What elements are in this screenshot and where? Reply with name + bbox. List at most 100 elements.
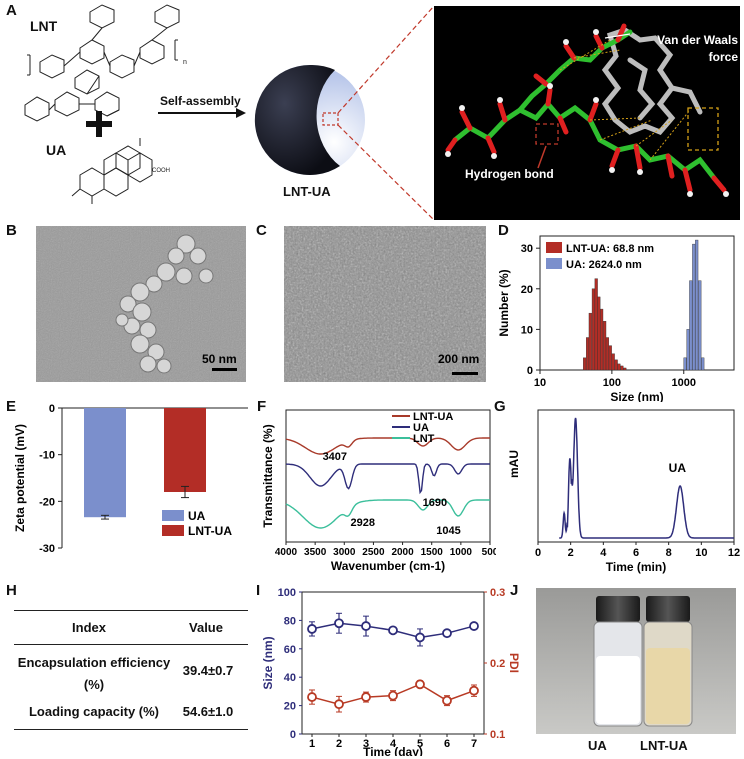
peak-annotation: UA xyxy=(669,461,687,475)
bar-lnt-ua xyxy=(617,363,621,371)
bar-lnt-ua xyxy=(608,345,612,371)
bar-lnt-ua xyxy=(164,408,206,492)
x-tick-label: 10 xyxy=(695,547,707,559)
panel-g-label: G xyxy=(494,398,506,415)
x-tick-label: 6 xyxy=(444,738,450,750)
x-tick-label: 3000 xyxy=(333,547,356,558)
panel-h-label: H xyxy=(6,582,17,599)
x-tick-label: 5 xyxy=(417,738,423,750)
hydrogen-atoms xyxy=(445,29,729,197)
y-axis-label-left: Size (nm) xyxy=(261,636,275,689)
interaction-lines xyxy=(559,39,691,161)
lnt-molecule xyxy=(445,23,727,193)
bar-ua xyxy=(689,280,693,371)
x-tick-label: 2500 xyxy=(362,547,385,558)
y-axis-label-right: PDI xyxy=(507,653,521,673)
van-der-waals-label: Van der Waals force xyxy=(657,33,738,64)
x-tick-label: 4000 xyxy=(275,547,298,558)
plot-frame xyxy=(285,409,491,543)
panel-a-label: A xyxy=(6,2,17,19)
x-tick-label: 2000 xyxy=(391,547,414,558)
bar-lnt-ua xyxy=(588,312,592,371)
legend-swatch xyxy=(546,242,562,253)
tem-image xyxy=(36,226,246,382)
hplc-chart: UA 0 2 4 6 8 10 12 Time (min) mAU xyxy=(507,409,740,574)
x-tick-label: 1000 xyxy=(450,547,473,558)
x-tick-label: 3500 xyxy=(304,547,327,558)
sem-scale-bar: 200 nm xyxy=(438,352,480,366)
tem-scale-bar: 50 nm xyxy=(202,352,237,366)
bar-ua xyxy=(695,239,699,371)
x-tick-label: 1000 xyxy=(672,377,696,389)
y-axis-label: Zeta potential (mV) xyxy=(13,424,27,532)
x-tick-label: 500 xyxy=(482,547,496,558)
table-bottom-rule xyxy=(14,729,248,730)
ftir-line xyxy=(285,437,490,455)
data-point xyxy=(469,621,479,631)
lnt-label: LNT xyxy=(30,18,58,34)
ftir-line xyxy=(285,499,490,529)
bar-lnt-ua xyxy=(614,359,618,371)
legend-label: UA xyxy=(188,509,206,523)
table-row-value: 54.6±1.0 xyxy=(182,704,234,719)
plot-frame xyxy=(539,235,735,371)
y-axis-label: Number (%) xyxy=(497,269,511,336)
x-tick-label: 10 xyxy=(534,377,546,389)
y-tick-label-left: 40 xyxy=(284,672,296,684)
x-tick-label: 1 xyxy=(309,738,315,750)
table-mid-rule xyxy=(14,644,248,645)
table-row-index: Encapsulation efficiency (%) xyxy=(17,655,171,692)
x-axis-label: Wavenumber (cm-1) xyxy=(331,559,445,573)
plot-frame xyxy=(301,591,485,735)
chromatogram-line xyxy=(559,417,734,539)
svg-text:n: n xyxy=(183,59,187,66)
legend-label: LNT xyxy=(413,433,435,445)
ua-label: UA xyxy=(46,142,67,158)
x-tick-label: 2 xyxy=(568,547,574,559)
lnt-structure xyxy=(24,4,180,122)
zoom-box xyxy=(322,112,339,126)
x-axis-label: Time (day) xyxy=(363,745,423,756)
bar-ua xyxy=(84,408,126,518)
bar-lnt-ua xyxy=(603,321,607,371)
y-tick-label-left: 100 xyxy=(278,587,296,599)
y-tick-label: 0 xyxy=(49,403,55,415)
bar-ua xyxy=(692,243,696,371)
bar-lnt-ua xyxy=(591,288,595,371)
panel-e-label: E xyxy=(6,398,17,415)
y-tick-label: 10 xyxy=(521,324,533,336)
x-tick-label: 0 xyxy=(535,547,541,559)
data-point xyxy=(388,690,398,701)
y-tick-label-left: 80 xyxy=(284,615,296,627)
bar-lnt-ua xyxy=(583,357,587,371)
legend-swatch xyxy=(162,510,184,521)
data-point xyxy=(307,692,317,702)
y-tick-label: -30 xyxy=(39,543,55,555)
tem-particles xyxy=(115,234,214,374)
data-point xyxy=(334,618,344,629)
ftir-line xyxy=(285,463,490,495)
x-tick-label: 8 xyxy=(666,547,672,559)
legend-label: UA xyxy=(413,422,429,434)
legend-label: UA: 2624.0 nm xyxy=(566,259,642,271)
self-assembly-label: Self-assembly xyxy=(160,94,241,108)
panel-j-label: J xyxy=(510,582,519,599)
vial-lnt-ua xyxy=(643,596,693,727)
x-tick-label: 2 xyxy=(336,738,342,750)
y-tick-label-left: 0 xyxy=(290,729,296,741)
table-row-index: Loading capacity (%) xyxy=(28,704,160,719)
table-header-value: Value xyxy=(189,620,223,635)
legend-label: LNT-UA xyxy=(413,411,453,423)
data-point xyxy=(469,685,479,696)
table-header-index: Index xyxy=(72,620,106,635)
sem-image xyxy=(284,226,486,382)
sphere-label: LNT-UA xyxy=(283,184,331,199)
y-tick-label-right: 0.3 xyxy=(490,587,505,599)
data-point xyxy=(307,624,317,634)
vial-photo xyxy=(536,588,736,734)
x-tick-label: 1500 xyxy=(421,547,444,558)
table-row-value: 39.4±0.7 xyxy=(182,663,234,678)
table-top-rule xyxy=(14,610,248,611)
stability-chart: 1 2 3 4 5 6 7 0 20 40 60 80 100 0.1 0.2 0.3 Time (day) Si… xyxy=(261,587,521,756)
